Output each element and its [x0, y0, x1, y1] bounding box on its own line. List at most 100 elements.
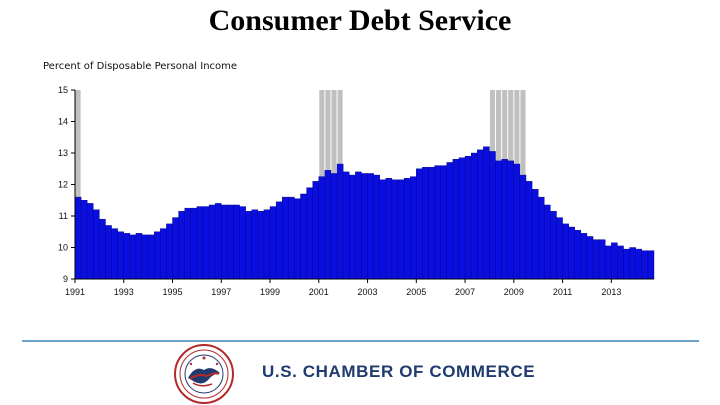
debt-service-bar	[221, 204, 228, 280]
debt-service-bar	[129, 234, 137, 280]
x-tick-label: 2003	[358, 287, 378, 297]
debt-service-bar	[123, 233, 131, 280]
debt-service-bar	[629, 247, 636, 280]
debt-service-bar	[483, 146, 490, 280]
debt-service-bar	[172, 217, 179, 280]
debt-service-bar	[574, 229, 582, 280]
debt-service-bar	[324, 170, 332, 280]
debt-service-bar	[227, 204, 234, 280]
y-tick-label: 11	[59, 211, 68, 221]
debt-service-bar	[416, 168, 423, 280]
debt-service-bar	[184, 207, 191, 280]
y-tick-label: 13	[58, 148, 68, 158]
debt-service-bar	[592, 239, 600, 280]
debt-service-bar	[282, 196, 289, 280]
debt-service-bar	[605, 245, 612, 280]
debt-service-bar	[208, 204, 216, 280]
unit-label: Percent of Disposable Personal Income	[43, 61, 238, 72]
debt-service-bar	[410, 176, 417, 280]
debt-service-bar	[111, 228, 118, 280]
debt-service-bar	[531, 189, 539, 280]
debt-service-bar	[202, 206, 210, 280]
debt-service-bar	[446, 162, 454, 280]
debt-service-bar	[80, 200, 88, 280]
y-tick-label: 10	[58, 243, 68, 253]
debt-service-bar	[641, 250, 649, 280]
debt-service-bar	[105, 225, 112, 280]
debt-service-bar	[117, 231, 124, 280]
debt-service-bar	[342, 171, 350, 280]
debt-service-bar	[318, 176, 326, 280]
debt-service-bar	[538, 196, 545, 280]
debt-service-bar	[245, 211, 252, 280]
y-tick-label: 12	[58, 180, 68, 190]
y-tick-label: 9	[63, 274, 68, 284]
debt-service-bar	[141, 234, 149, 280]
bar-chart: 9 10 11 12 13 14 15 1991 1993 1995 1997 1999 2001 200…	[58, 85, 655, 297]
x-tick-label: 1999	[260, 287, 280, 297]
debt-service-bar	[160, 228, 167, 280]
debt-service-bar	[74, 196, 82, 280]
debt-service-bar	[391, 179, 399, 280]
debt-service-bar	[428, 166, 435, 280]
debt-service-bar	[166, 223, 173, 280]
y-tick-label: 15	[58, 85, 68, 95]
debt-service-bar	[397, 179, 405, 280]
debt-service-bar	[312, 181, 319, 280]
bar-series	[74, 146, 655, 280]
x-tick-label: 2011	[553, 287, 572, 297]
debt-service-bar	[501, 159, 508, 280]
debt-service-bar	[544, 204, 551, 280]
debt-service-bar	[458, 157, 466, 280]
debt-service-bar	[336, 163, 344, 280]
debt-service-bar	[647, 250, 655, 280]
debt-service-bar	[361, 173, 368, 280]
debt-service-bar	[556, 217, 563, 280]
debt-service-bar	[434, 165, 441, 280]
debt-service-bar	[611, 242, 618, 280]
debt-service-bar	[147, 234, 155, 280]
debt-service-bar	[598, 239, 606, 280]
organization-name: U.S. CHAMBER OF COMMERCE	[262, 362, 536, 381]
debt-service-bar	[257, 211, 265, 280]
debt-service-bar	[214, 203, 222, 280]
x-tick-label: 2005	[406, 287, 426, 297]
debt-service-bar	[233, 204, 240, 280]
debt-service-bar	[239, 206, 246, 280]
debt-service-bar	[519, 174, 527, 280]
chamber-seal-logo	[174, 344, 234, 404]
x-tick-label: 2007	[455, 287, 475, 297]
debt-service-bar	[154, 231, 161, 280]
debt-service-bar	[330, 173, 338, 280]
footer-divider	[22, 340, 699, 342]
debt-service-bar	[489, 151, 496, 280]
debt-service-bar	[251, 209, 259, 280]
debt-service-bar	[525, 181, 533, 280]
debt-service-bar	[86, 203, 94, 280]
x-tick-label: 1991	[65, 287, 85, 297]
debt-service-bar	[452, 159, 460, 280]
debt-service-bar	[373, 174, 380, 280]
debt-service-bar	[263, 209, 271, 280]
x-tick-label: 1997	[211, 287, 231, 297]
x-tick-label: 1993	[114, 287, 134, 297]
y-tick-label: 14	[58, 117, 68, 127]
debt-service-bar	[617, 245, 624, 280]
debt-service-bar	[269, 206, 277, 280]
debt-service-bar	[135, 233, 143, 280]
debt-service-bar	[513, 163, 521, 280]
x-tick-label: 2009	[504, 287, 524, 297]
debt-service-bar	[403, 177, 411, 280]
debt-service-bar	[568, 226, 575, 280]
debt-service-bar	[300, 193, 307, 280]
debt-service-bar	[275, 201, 283, 280]
debt-service-bar	[379, 179, 387, 280]
x-tick-label: 1995	[163, 287, 183, 297]
x-tick-label: 2013	[601, 287, 621, 297]
debt-service-bar	[495, 160, 502, 280]
debt-service-bar	[562, 223, 569, 280]
slide-title: Consumer Debt Service	[208, 4, 512, 37]
debt-service-bar	[507, 160, 515, 280]
debt-service-bar	[477, 149, 484, 280]
debt-service-bar	[355, 171, 362, 280]
